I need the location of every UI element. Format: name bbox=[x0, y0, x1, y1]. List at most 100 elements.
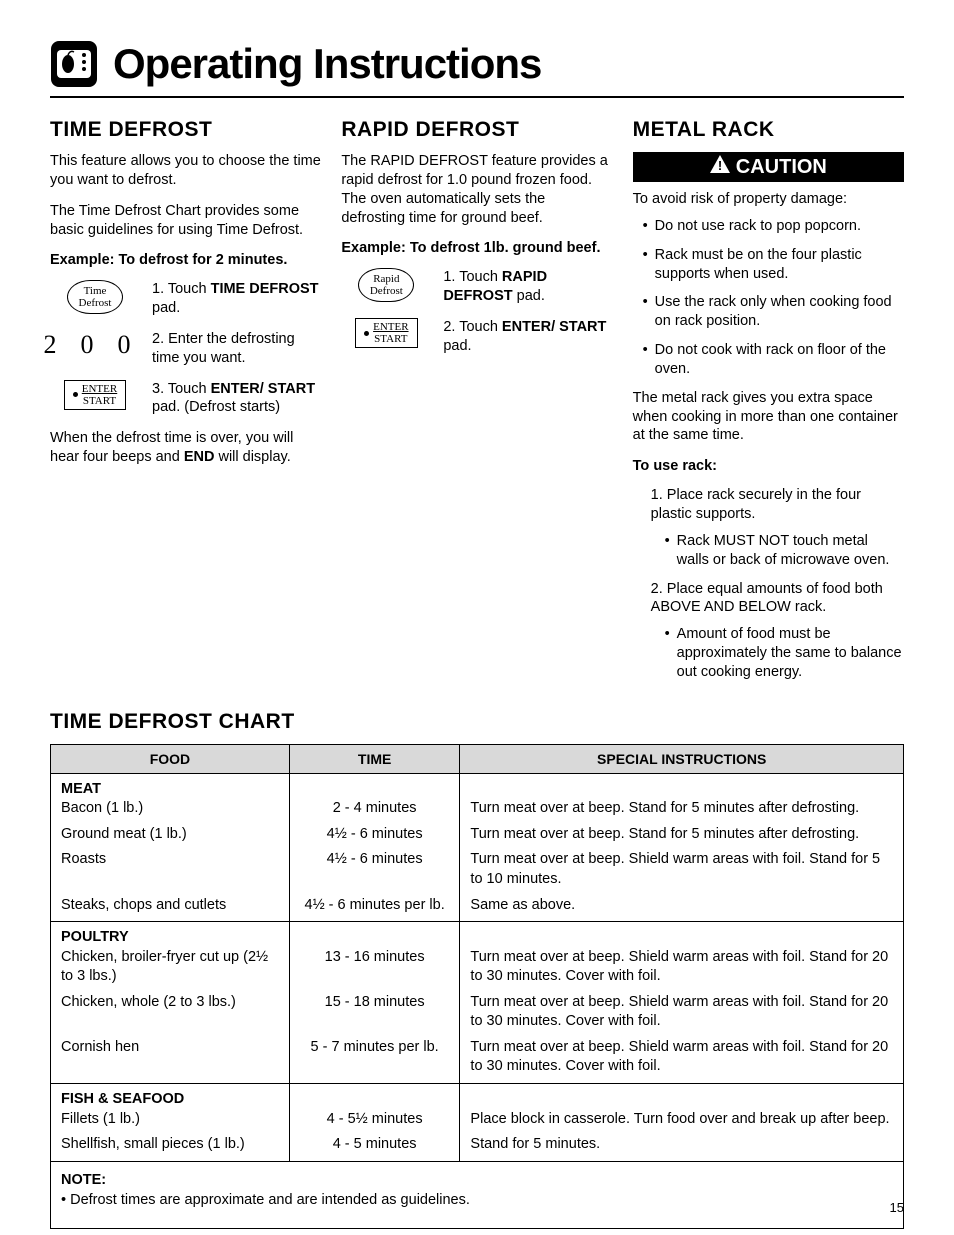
caution-item: Use the rack only when cooking food on r… bbox=[643, 293, 904, 331]
caution-intro: To avoid risk of property damage: bbox=[633, 190, 904, 209]
caution-item: Do not use rack to pop popcorn. bbox=[643, 217, 904, 236]
pad-line1: Rapid bbox=[373, 273, 399, 285]
use-rack-label: To use rack: bbox=[633, 457, 904, 476]
chart-note: NOTE: • Defrost times are approximate an… bbox=[50, 1162, 904, 1230]
use-rack-step1-sub: Rack MUST NOT touch metal walls or back … bbox=[665, 532, 904, 570]
rapid-defrost-step1: Rapid Defrost 1. Touch RAPID DEFROST pad… bbox=[341, 268, 612, 306]
caution-triangle-icon: ! bbox=[710, 155, 730, 179]
table-row: MEATBacon (1 lb.) 2 - 4 minutes Turn mea… bbox=[51, 773, 904, 822]
table-row: Ground meat (1 lb.)4½ - 6 minutesTurn me… bbox=[51, 822, 904, 848]
cell-food: Shellfish, small pieces (1 lb.) bbox=[51, 1132, 290, 1161]
defrost-chart-table: FOOD TIME SPECIAL INSTRUCTIONS MEATBacon… bbox=[50, 744, 904, 1162]
category-label: POULTRY bbox=[61, 928, 279, 948]
cell-time: 4 - 5½ minutes bbox=[289, 1084, 460, 1133]
cell-time: 4 - 5 minutes bbox=[289, 1132, 460, 1161]
time-defrost-step3: ENTER START 3. Touch ENTER/ START pad. (… bbox=[50, 380, 321, 418]
table-row: Cornish hen5 - 7 minutes per lb.Turn mea… bbox=[51, 1035, 904, 1084]
category-label: FISH & SEAFOOD bbox=[61, 1090, 279, 1110]
metal-rack-heading: METAL RACK bbox=[633, 118, 904, 142]
use-rack-steps: 1. Place rack securely in the four plast… bbox=[633, 486, 904, 682]
time-defrost-outro: When the defrost time is over, you will … bbox=[50, 429, 321, 467]
pad-line2: Defrost bbox=[79, 297, 112, 309]
cell-food: Chicken, whole (2 to 3 lbs.) bbox=[51, 990, 290, 1035]
svg-text:!: ! bbox=[718, 158, 722, 173]
cell-food: Ground meat (1 lb.) bbox=[51, 822, 290, 848]
time-defrost-section: TIME DEFROST This feature allows you to … bbox=[50, 118, 321, 692]
pad-line1: Time bbox=[84, 285, 107, 297]
rapid-step2-text: 2. Touch ENTER/ START pad. bbox=[443, 318, 612, 356]
metal-rack-section: METAL RACK ! CAUTION To avoid risk of pr… bbox=[633, 118, 904, 692]
cell-time: 4½ - 6 minutes bbox=[289, 847, 460, 892]
caution-list: Do not use rack to pop popcorn. Rack mus… bbox=[633, 217, 904, 379]
step1-text: 1. Touch TIME DEFROST pad. bbox=[152, 280, 321, 318]
page-title: Operating Instructions bbox=[113, 40, 541, 88]
table-row: Shellfish, small pieces (1 lb.)4 - 5 min… bbox=[51, 1132, 904, 1161]
page-number: 15 bbox=[890, 1200, 904, 1215]
rapid-defrost-heading: RAPID DEFROST bbox=[341, 118, 612, 142]
cell-instructions: Turn meat over at beep. Shield warm area… bbox=[460, 990, 904, 1035]
rapid-defrost-pad-icon: Rapid Defrost bbox=[341, 268, 431, 302]
caution-item: Rack must be on the four plastic support… bbox=[643, 246, 904, 284]
table-row: POULTRYChicken, broiler-fryer cut up (2½… bbox=[51, 922, 904, 990]
digits-icon: 200 bbox=[50, 330, 140, 360]
rapid-step1-text: 1. Touch RAPID DEFROST pad. bbox=[443, 268, 612, 306]
rapid-defrost-step2: ENTER START 2. Touch ENTER/ START pad. bbox=[341, 318, 612, 356]
rapid-defrost-intro: The RAPID DEFROST feature provides a rap… bbox=[341, 152, 612, 227]
step2-text: 2. Enter the defrosting time you want. bbox=[152, 330, 321, 368]
table-row: Roasts4½ - 6 minutesTurn meat over at be… bbox=[51, 847, 904, 892]
cell-food: MEATBacon (1 lb.) bbox=[51, 773, 290, 822]
rapid-enter-start-pad-icon: ENTER START bbox=[341, 318, 431, 348]
table-header-row: FOOD TIME SPECIAL INSTRUCTIONS bbox=[51, 744, 904, 773]
cell-food: Cornish hen bbox=[51, 1035, 290, 1084]
category-label: MEAT bbox=[61, 780, 279, 800]
caution-bar: ! CAUTION bbox=[633, 152, 904, 182]
cell-instructions: Turn meat over at beep. Stand for 5 minu… bbox=[460, 822, 904, 848]
time-defrost-pad-icon: Time Defrost bbox=[50, 280, 140, 314]
cell-instructions: Turn meat over at beep. Shield warm area… bbox=[460, 922, 904, 990]
cell-instructions: Stand for 5 minutes. bbox=[460, 1132, 904, 1161]
rapid-defrost-example-label: Example: To defrost 1lb. ground beef. bbox=[341, 239, 612, 258]
cell-food: Roasts bbox=[51, 847, 290, 892]
use-rack-step2: 2. Place equal amounts of food both ABOV… bbox=[633, 580, 904, 682]
table-row: Steaks, chops and cutlets4½ - 6 minutes … bbox=[51, 893, 904, 922]
oven-icon bbox=[50, 40, 98, 88]
cell-time: 2 - 4 minutes bbox=[289, 773, 460, 822]
cell-instructions: Turn meat over at beep. Stand for 5 minu… bbox=[460, 773, 904, 822]
metal-rack-para: The metal rack gives you extra space whe… bbox=[633, 389, 904, 446]
caution-label: CAUTION bbox=[736, 156, 827, 179]
rapid-defrost-section: RAPID DEFROST The RAPID DEFROST feature … bbox=[341, 118, 612, 692]
note-label: NOTE: bbox=[61, 1172, 106, 1188]
cell-food: POULTRYChicken, broiler-fryer cut up (2½… bbox=[51, 922, 290, 990]
use-rack-step1: 1. Place rack securely in the four plast… bbox=[633, 486, 904, 569]
caution-item: Do not cook with rack on floor of the ov… bbox=[643, 341, 904, 379]
cell-time: 15 - 18 minutes bbox=[289, 990, 460, 1035]
cell-food: FISH & SEAFOODFillets (1 lb.) bbox=[51, 1084, 290, 1133]
cell-instructions: Same as above. bbox=[460, 893, 904, 922]
cell-instructions: Turn meat over at beep. Shield warm area… bbox=[460, 1035, 904, 1084]
enter-start-pad-icon: ENTER START bbox=[50, 380, 140, 410]
col-food: FOOD bbox=[51, 744, 290, 773]
time-defrost-intro2: The Time Defrost Chart provides some bas… bbox=[50, 202, 321, 240]
table-row: FISH & SEAFOODFillets (1 lb.) 4 - 5½ min… bbox=[51, 1084, 904, 1133]
table-row: Chicken, whole (2 to 3 lbs.)15 - 18 minu… bbox=[51, 990, 904, 1035]
time-defrost-heading: TIME DEFROST bbox=[50, 118, 321, 142]
cell-time: 4½ - 6 minutes per lb. bbox=[289, 893, 460, 922]
cell-time: 13 - 16 minutes bbox=[289, 922, 460, 990]
chart-heading: TIME DEFROST CHART bbox=[50, 710, 904, 734]
cell-instructions: Turn meat over at beep. Shield warm area… bbox=[460, 847, 904, 892]
col-instructions: SPECIAL INSTRUCTIONS bbox=[460, 744, 904, 773]
cell-instructions: Place block in casserole. Turn food over… bbox=[460, 1084, 904, 1133]
time-defrost-example-label: Example: To defrost for 2 minutes. bbox=[50, 251, 321, 270]
step3-text: 3. Touch ENTER/ START pad. (Defrost star… bbox=[152, 380, 321, 418]
note-text: • Defrost times are approximate and are … bbox=[61, 1192, 470, 1208]
cell-time: 5 - 7 minutes per lb. bbox=[289, 1035, 460, 1084]
cell-time: 4½ - 6 minutes bbox=[289, 822, 460, 848]
col-time: TIME bbox=[289, 744, 460, 773]
time-defrost-step2: 200 2. Enter the defrosting time you wan… bbox=[50, 330, 321, 368]
use-rack-step2-sub: Amount of food must be approximately the… bbox=[665, 625, 904, 682]
cell-food: Steaks, chops and cutlets bbox=[51, 893, 290, 922]
time-defrost-step1: Time Defrost 1. Touch TIME DEFROST pad. bbox=[50, 280, 321, 318]
page-header: Operating Instructions bbox=[50, 40, 904, 98]
time-defrost-intro1: This feature allows you to choose the ti… bbox=[50, 152, 321, 190]
content-columns: TIME DEFROST This feature allows you to … bbox=[50, 118, 904, 692]
